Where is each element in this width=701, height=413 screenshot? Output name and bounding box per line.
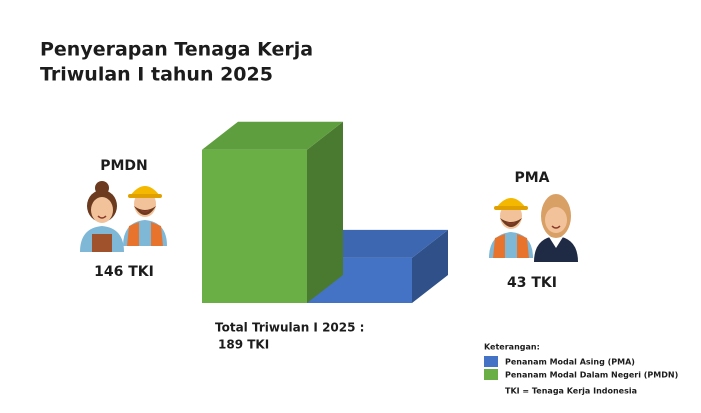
bar-side: [307, 121, 343, 303]
hair-bun: [95, 181, 109, 195]
smile: [506, 221, 516, 225]
vest: [127, 222, 163, 246]
beard: [134, 206, 156, 215]
head: [545, 207, 567, 233]
helmet-brim: [128, 194, 162, 198]
total-value: 189 TKI: [218, 338, 269, 352]
apron: [92, 234, 112, 252]
vest: [493, 234, 529, 258]
total-label: Total Triwulan I 2025 :: [215, 321, 364, 335]
beard: [500, 218, 522, 227]
head: [91, 197, 113, 223]
legend-entry: Penanam Modal Asing (PMA): [505, 358, 635, 367]
series-label: PMA: [514, 170, 549, 186]
title-line: Penyerapan Tenaga Kerja: [40, 39, 313, 61]
person-icon: [534, 194, 578, 262]
smile: [551, 225, 561, 229]
smile: [97, 215, 107, 219]
legend-swatch: [484, 356, 498, 367]
value-label: 146 TKI: [94, 264, 154, 280]
legend-entry: Penanam Modal Dalam Negeri (PMDN): [505, 371, 678, 380]
collar: [549, 237, 563, 248]
person-icon: [123, 186, 167, 246]
legend-swatch: [484, 369, 498, 380]
legend-note: TKI = Tenaga Kerja Indonesia: [505, 387, 637, 396]
bar: [202, 149, 307, 303]
series-label: PMDN: [100, 158, 148, 174]
helmet-brim: [494, 206, 528, 210]
helmet: [130, 186, 160, 196]
person-icon: [489, 198, 533, 258]
bar-top: [202, 121, 343, 150]
smile: [140, 209, 150, 213]
helmet: [496, 198, 526, 208]
bar-side: [412, 229, 448, 303]
legend-title: Keterangan:: [484, 343, 540, 352]
value-label: 43 TKI: [507, 275, 557, 291]
person-body: [534, 236, 578, 262]
title-line: Triwulan I tahun 2025: [40, 64, 273, 86]
person-icon: [80, 181, 124, 252]
